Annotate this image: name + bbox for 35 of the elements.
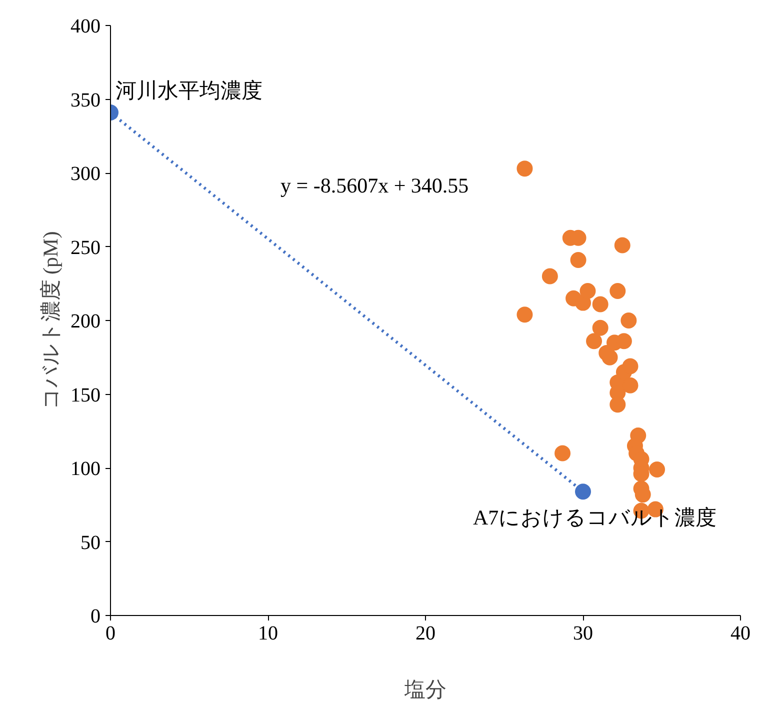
point bbox=[570, 252, 586, 268]
point bbox=[542, 268, 558, 284]
point bbox=[516, 160, 533, 177]
point bbox=[610, 283, 626, 299]
x-tick-label: 0 bbox=[106, 622, 116, 644]
y-tick-label: 200 bbox=[70, 310, 100, 332]
y-tick-label: 300 bbox=[70, 163, 100, 185]
point bbox=[620, 312, 637, 328]
y-tick-label: 150 bbox=[70, 384, 100, 406]
x-axis-title: 塩分 bbox=[404, 678, 446, 702]
y-tick-label: 400 bbox=[70, 16, 100, 38]
point bbox=[602, 349, 618, 366]
point bbox=[554, 445, 571, 462]
y-tick-label: 250 bbox=[70, 236, 100, 259]
point bbox=[614, 237, 630, 254]
y-tick-label: 350 bbox=[70, 89, 100, 112]
y-axis-title: コバルト濃度 (pM) bbox=[38, 231, 62, 410]
x-tick-label: 20 bbox=[416, 622, 436, 644]
annotation: 河川水平均濃度 bbox=[116, 78, 262, 103]
point bbox=[516, 306, 533, 323]
x-tick-label: 30 bbox=[573, 622, 593, 644]
x-tick-label: 10 bbox=[258, 622, 278, 644]
point bbox=[622, 358, 638, 374]
point bbox=[592, 296, 608, 312]
point bbox=[622, 377, 638, 394]
point bbox=[580, 283, 596, 299]
point bbox=[649, 461, 666, 478]
y-tick-label: 0 bbox=[90, 606, 100, 628]
point bbox=[610, 396, 626, 413]
y-tick-label: 50 bbox=[80, 532, 100, 554]
x-tick-label: 40 bbox=[730, 622, 750, 644]
annotation: y = -8.5607x + 340.55 bbox=[280, 174, 469, 198]
y-tick-label: 100 bbox=[70, 458, 100, 480]
point bbox=[592, 320, 608, 336]
point bbox=[586, 333, 602, 350]
